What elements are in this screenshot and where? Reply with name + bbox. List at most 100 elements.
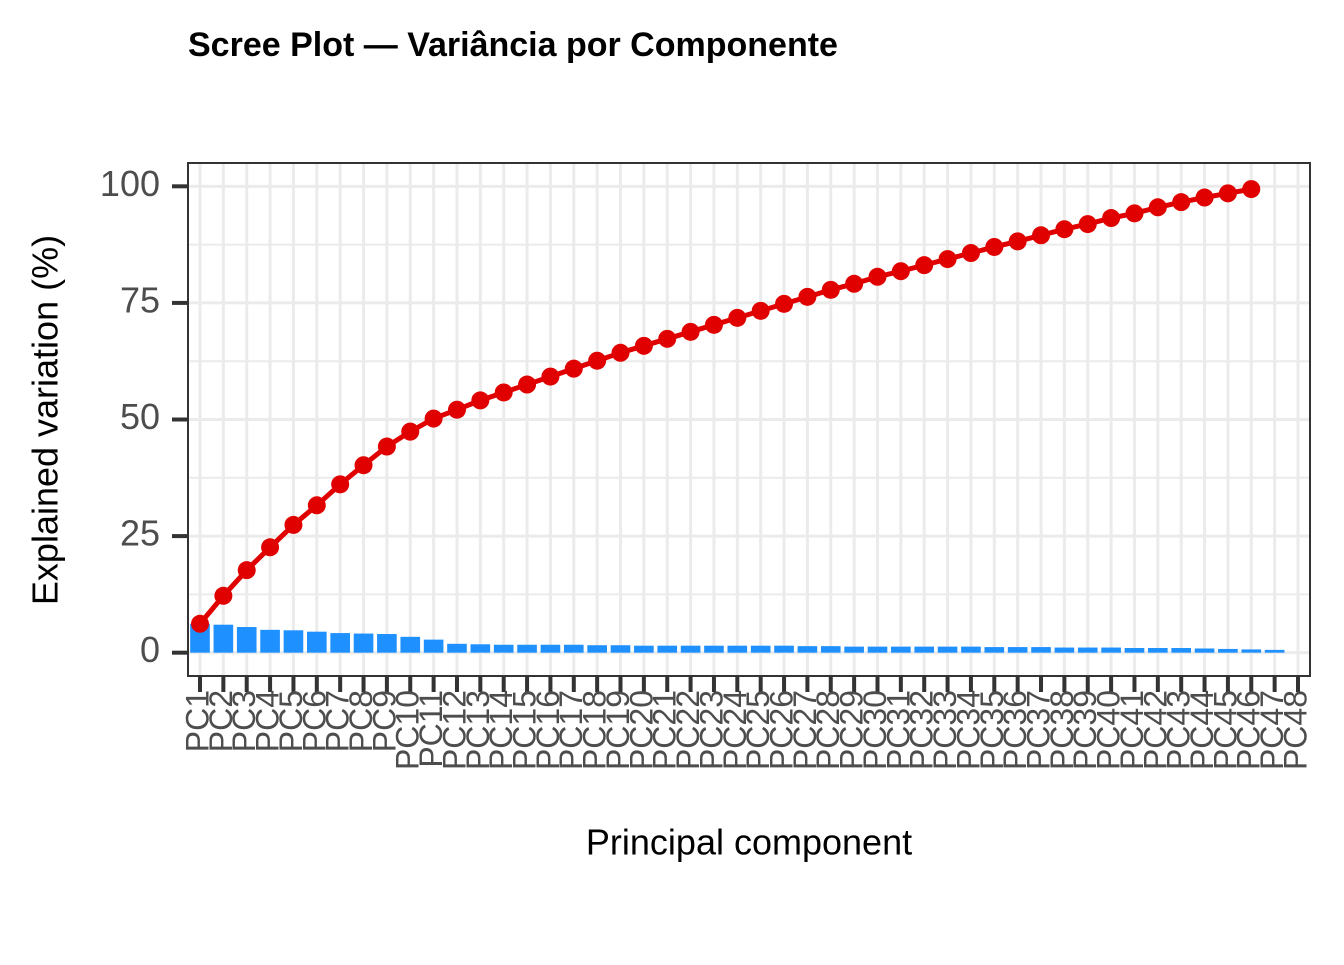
point — [658, 329, 677, 348]
point — [1195, 188, 1214, 207]
x-tick-label: PC21 — [647, 690, 683, 770]
point — [471, 391, 490, 410]
point — [985, 237, 1004, 256]
x-tick-label: PC17 — [553, 690, 589, 770]
point — [1078, 215, 1097, 234]
x-tick-label: PC25 — [740, 690, 776, 770]
point — [1172, 193, 1191, 212]
point — [284, 515, 303, 534]
x-tick-label: PC34 — [950, 690, 986, 770]
x-tick-label: PC28 — [810, 690, 846, 770]
point — [354, 456, 373, 475]
bar — [1194, 648, 1215, 653]
point — [634, 336, 653, 355]
x-tick-label: PC20 — [623, 690, 659, 770]
point — [191, 614, 209, 633]
x-tick-label: PC32 — [904, 690, 940, 770]
x-tick-label: PC43 — [1161, 690, 1197, 770]
bar — [353, 633, 374, 653]
bar — [540, 644, 561, 653]
x-tick-label: PC9 — [366, 690, 402, 752]
x-tick-label: PC46 — [1231, 690, 1267, 770]
bar — [774, 645, 794, 653]
x-tick-label: PC36 — [997, 690, 1033, 770]
bar — [680, 645, 701, 653]
x-tick-label: PC35 — [974, 690, 1010, 770]
bar — [961, 646, 981, 653]
bar — [1031, 647, 1051, 653]
x-tick-label: PC30 — [857, 690, 893, 770]
bar — [1054, 647, 1075, 653]
point — [494, 383, 513, 402]
bar — [330, 633, 350, 653]
point — [868, 267, 887, 286]
x-tick-label: PC24 — [717, 690, 753, 770]
point — [845, 274, 864, 293]
bar — [1218, 648, 1238, 653]
x-tick-label: PC1 — [179, 690, 215, 752]
bar — [727, 645, 748, 653]
bar — [820, 646, 841, 653]
point — [775, 294, 794, 313]
bar — [750, 645, 771, 653]
bar — [1124, 648, 1145, 653]
x-tick-label: PC7 — [320, 690, 356, 752]
x-tick-label: PC18 — [577, 690, 613, 770]
point — [1125, 204, 1144, 223]
x-tick-label: PC16 — [530, 690, 566, 770]
bar — [563, 644, 584, 653]
bar — [657, 645, 678, 653]
x-tick-label: PC23 — [693, 690, 729, 770]
point — [564, 359, 583, 378]
bar — [587, 645, 607, 653]
bar — [1101, 647, 1121, 653]
bar — [470, 644, 491, 653]
point — [541, 367, 560, 386]
x-tick-label: PC40 — [1091, 690, 1127, 770]
x-tick-label: PC45 — [1207, 690, 1243, 770]
x-tick-label: PC47 — [1254, 690, 1290, 770]
x-tick-label: PC33 — [927, 690, 963, 770]
point — [751, 301, 770, 320]
point — [821, 280, 840, 299]
chart-title: Scree Plot — Variância por Componente — [188, 26, 838, 64]
point — [214, 586, 233, 605]
bar — [704, 645, 724, 653]
x-tick-label: PC22 — [670, 690, 706, 770]
point — [1102, 209, 1121, 228]
bar — [517, 644, 537, 653]
x-tick-label: PC44 — [1184, 690, 1220, 770]
x-tick-label: PC8 — [343, 690, 379, 752]
point — [424, 409, 443, 428]
point — [961, 244, 980, 263]
point — [1032, 226, 1051, 245]
point — [728, 308, 747, 327]
y-axis-title: Explained variation (%) — [25, 235, 66, 605]
x-axis-title: Principal component — [586, 822, 912, 863]
x-tick-label: PC38 — [1044, 690, 1080, 770]
point — [704, 315, 723, 334]
bar — [610, 645, 631, 653]
x-tick-label: PC12 — [436, 690, 472, 770]
bar — [1171, 648, 1192, 653]
x-tick-label: PC4 — [250, 690, 286, 752]
y-tick-label: 75 — [120, 279, 160, 320]
y-tick-label: 25 — [120, 513, 160, 554]
point — [1055, 220, 1074, 239]
x-tick-label: PC6 — [296, 690, 332, 752]
bar — [634, 645, 654, 653]
point — [938, 250, 957, 269]
x-tick-label: PC3 — [226, 690, 262, 752]
x-tick-label: PC37 — [1020, 690, 1056, 770]
bar — [1241, 649, 1262, 653]
point — [588, 351, 607, 370]
bar — [213, 624, 234, 653]
bar — [1148, 648, 1168, 653]
bar — [914, 646, 935, 653]
line — [198, 186, 1252, 626]
point — [518, 375, 537, 394]
point — [261, 538, 280, 557]
bar — [1007, 647, 1028, 653]
